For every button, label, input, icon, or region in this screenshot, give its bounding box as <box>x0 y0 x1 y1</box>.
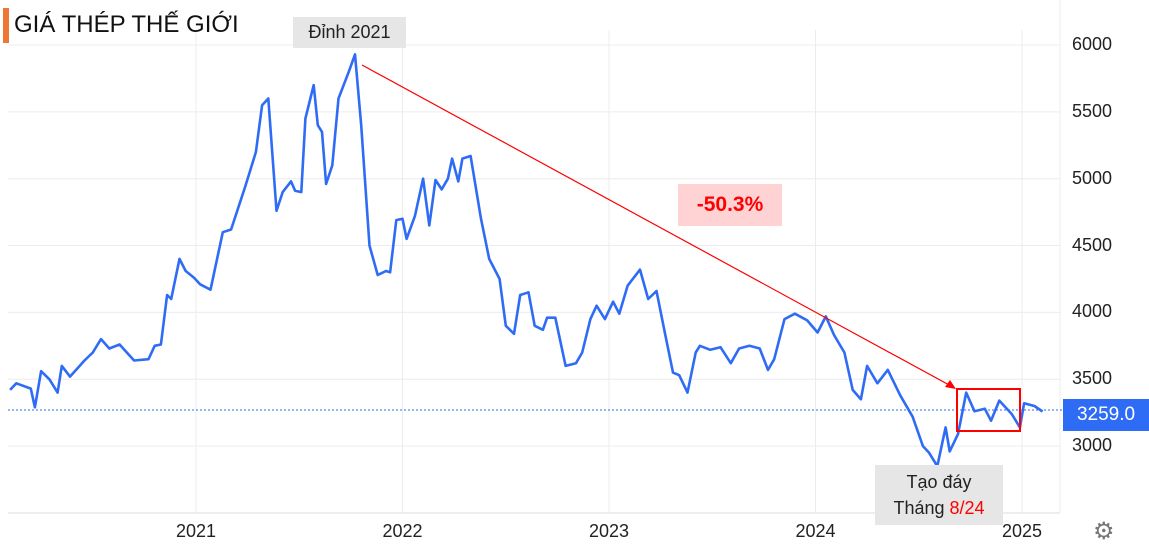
last-price-badge: 3259.0 <box>1063 399 1149 431</box>
chart-title: GIÁ THÉP THẾ GIỚI <box>14 11 239 38</box>
bottom-label-line1: Tạo đáy <box>906 472 972 492</box>
x-tick-label: 2024 <box>795 521 836 541</box>
x-tick-label: 2021 <box>175 521 217 541</box>
title-accent <box>3 8 9 43</box>
x-tick-label: 2022 <box>382 521 423 541</box>
peak-label: Đỉnh 2021 <box>293 17 406 48</box>
y-tick-label: 3000 <box>1072 435 1113 456</box>
gear-icon[interactable]: ⚙ <box>1093 518 1115 545</box>
trend-arrow <box>361 64 952 387</box>
drop-percent-label: -50.3% <box>678 184 782 226</box>
y-tick-label: 5000 <box>1072 167 1113 188</box>
x-tick-label: 2023 <box>588 521 630 541</box>
x-tick-label: 2025 <box>1001 521 1043 541</box>
bottom-label: Tạo đáy Tháng 8/24 <box>875 465 1003 525</box>
y-tick-label: 4000 <box>1072 301 1113 322</box>
y-tick-label: 5500 <box>1072 100 1113 121</box>
grid <box>8 30 1060 513</box>
bottom-label-date: 8/24 <box>949 498 985 518</box>
series-line-steel-price <box>9 53 1044 468</box>
bottom-label-line2: Tháng 8/24 <box>875 495 1003 521</box>
y-tick-label: 3500 <box>1072 368 1113 389</box>
arrow-head <box>945 380 956 389</box>
y-tick-label: 4500 <box>1072 234 1113 255</box>
bottom-label-prefix: Tháng <box>893 498 950 518</box>
consolidation-box <box>956 388 1021 432</box>
y-tick-label: 6000 <box>1072 34 1113 54</box>
